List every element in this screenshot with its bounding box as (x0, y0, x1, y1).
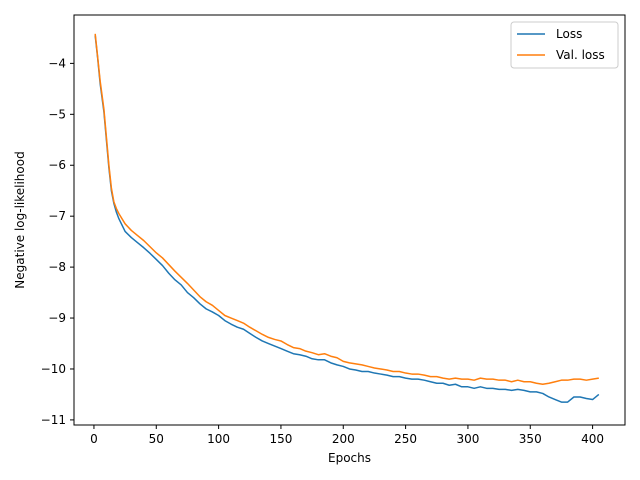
x-tick-label: 350 (519, 432, 542, 446)
legend-label: Loss (556, 27, 582, 41)
y-tick-label: −7 (48, 209, 66, 223)
legend-label: Val. loss (556, 48, 605, 62)
axes-frame (73, 14, 626, 426)
x-tick-label: 150 (269, 432, 292, 446)
x-tick-label: 100 (207, 432, 230, 446)
x-tick-label: 400 (581, 432, 604, 446)
plot-lines (94, 33, 600, 403)
x-tick-label: 300 (456, 432, 479, 446)
y-tick-label: −8 (48, 260, 66, 274)
x-axis-ticks: 0 50 100 150 200 250 300 350 400 (90, 425, 604, 446)
x-tick-label: 50 (149, 432, 164, 446)
y-tick-label: −11 (41, 413, 66, 427)
y-axis-ticks: −11 −10 −9 −8 −7 −6 −5 −4 (41, 56, 74, 427)
x-tick-label: 250 (394, 432, 417, 446)
y-tick-label: −9 (48, 311, 66, 325)
series-line-val-loss (94, 33, 599, 385)
y-tick-label: −10 (41, 362, 66, 376)
legend: Loss Val. loss (510, 21, 619, 69)
x-tick-label: 0 (90, 432, 98, 446)
series-line-loss (94, 35, 600, 403)
y-axis-label: Negative log-likelihood (13, 151, 27, 288)
x-tick-label: 200 (332, 432, 355, 446)
x-axis-label: Epochs (328, 451, 371, 465)
y-tick-label: −6 (48, 158, 66, 172)
y-tick-label: −4 (48, 56, 66, 70)
y-tick-label: −5 (48, 107, 66, 121)
